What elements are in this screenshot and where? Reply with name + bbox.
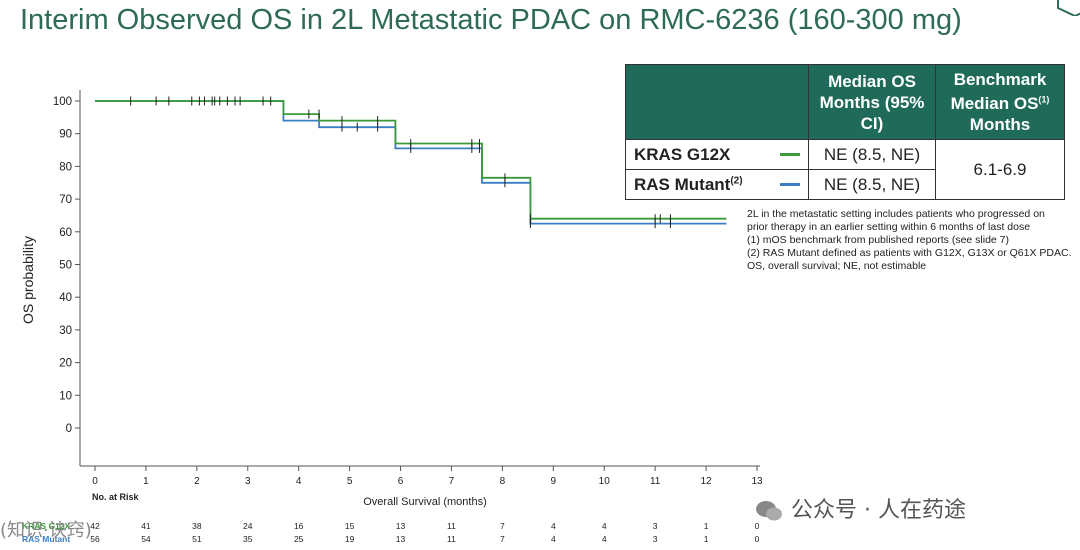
series-line-kras-g12x: [95, 100, 727, 220]
watermark: 公众号 · 人在药途: [755, 492, 966, 524]
risk-value: 11: [447, 521, 456, 531]
risk-value: 13: [396, 534, 406, 544]
wechat-icon: [756, 501, 782, 521]
x-tick-label: 3: [245, 476, 251, 487]
risk-value: 11: [447, 534, 456, 544]
note-line: (2) RAS Mutant defined as patients with …: [747, 247, 1072, 259]
x-tick-label: 1: [143, 476, 149, 487]
row-label: KRAS G12X: [634, 144, 731, 164]
risk-row-name: RAS Mutant: [22, 534, 70, 544]
y-tick-label: 100: [53, 96, 72, 108]
risk-value: 42: [90, 521, 100, 531]
header-benchmark-text: Benchmark Median OS(1) Months: [950, 69, 1050, 135]
corner-logo-icon: [1057, 0, 1080, 16]
risk-value: 0: [755, 534, 760, 544]
x-tick-label: 0: [92, 476, 98, 487]
risk-value: 7: [500, 521, 505, 531]
risk-value: 4: [602, 534, 607, 544]
y-tick-label: 60: [59, 227, 72, 239]
y-tick-label: 0: [66, 423, 72, 435]
risk-value: 4: [551, 534, 556, 544]
header-median-os-text: Median OS Months (95% CI): [819, 71, 925, 133]
risk-value: 35: [243, 534, 253, 544]
table-header-median-os: Median OS Months (95% CI): [808, 64, 936, 140]
legend-line-green: [780, 153, 800, 156]
median-os-table: Median OS Months (95% CI) Benchmark Medi…: [625, 64, 1065, 200]
y-tick-label: 90: [59, 129, 72, 141]
y-tick-label: 30: [59, 325, 72, 337]
table-row-ras-name: RAS Mutant(2): [625, 169, 809, 200]
watermark-left: (知识·诀窍): [0, 520, 92, 541]
risk-row-name: KRAS G12X: [22, 521, 71, 531]
table-header-empty: [625, 64, 809, 140]
y-tick-label: 70: [59, 194, 72, 206]
y-axis-label: OS probability: [20, 236, 36, 324]
note-line: (1) mOS benchmark from published reports…: [747, 234, 1010, 246]
table-row-kras-value: NE (8.5, NE): [808, 139, 936, 170]
table-row-ras-value: NE (8.5, NE): [808, 169, 936, 200]
risk-value: 15: [345, 521, 355, 531]
header-sup: (1): [1038, 94, 1050, 105]
risk-value: 1: [704, 521, 709, 531]
x-tick-label: 2: [194, 476, 200, 487]
y-tick-label: 20: [59, 358, 72, 370]
risk-value: 3: [653, 521, 658, 531]
legend-line-blue: [780, 183, 800, 186]
risk-value: 1: [704, 534, 709, 544]
row-label: RAS Mutant: [634, 174, 731, 194]
footnotes: 2L in the metastatic setting includes pa…: [747, 208, 1072, 273]
risk-value: 13: [396, 521, 406, 531]
risk-table-label: No. at Risk: [92, 492, 140, 502]
x-tick-label: 8: [500, 476, 506, 487]
risk-value: 38: [192, 521, 202, 531]
x-tick-label: 4: [296, 476, 302, 487]
x-tick-label: 9: [551, 476, 557, 487]
risk-value: 24: [243, 521, 253, 531]
y-tick-label: 10: [59, 390, 72, 402]
watermark-text: 公众号 · 人在药途: [791, 498, 966, 523]
row-sup: (2): [730, 174, 743, 186]
risk-value: 3: [653, 534, 658, 544]
risk-value: 4: [602, 521, 607, 531]
risk-value: 19: [345, 534, 355, 544]
note-line: prior therapy in an earlier setting with…: [747, 221, 1031, 233]
risk-value: 0: [755, 521, 760, 531]
x-tick-label: 7: [449, 476, 455, 487]
x-tick-label: 12: [701, 476, 713, 487]
table-header-benchmark: Benchmark Median OS(1) Months: [935, 64, 1065, 140]
note-line: OS, overall survival; NE, not estimable: [747, 260, 927, 272]
y-tick-label: 80: [59, 161, 72, 173]
y-tick-label: 50: [59, 260, 72, 272]
risk-value: 51: [192, 534, 202, 544]
risk-value: 7: [500, 534, 505, 544]
x-tick-label: 10: [599, 476, 611, 487]
x-tick-label: 6: [398, 476, 404, 487]
risk-value: 54: [141, 534, 151, 544]
y-tick-label: 40: [59, 292, 72, 304]
risk-value: 41: [141, 521, 151, 531]
x-tick-label: 13: [751, 476, 763, 487]
risk-value: 56: [90, 534, 100, 544]
x-tick-label: 5: [347, 476, 353, 487]
risk-value: 25: [294, 534, 304, 544]
risk-value: 4: [551, 521, 556, 531]
page-title: Interim Observed OS in 2L Metastatic PDA…: [20, 4, 962, 36]
table-benchmark-value: 6.1-6.9: [935, 139, 1065, 200]
x-tick-label: 11: [650, 476, 661, 487]
table-row-kras-name: KRAS G12X: [625, 139, 809, 170]
note-line: 2L in the metastatic setting includes pa…: [747, 208, 1045, 220]
x-axis-label: Overall Survival (months): [363, 496, 486, 508]
risk-value: 16: [294, 521, 304, 531]
